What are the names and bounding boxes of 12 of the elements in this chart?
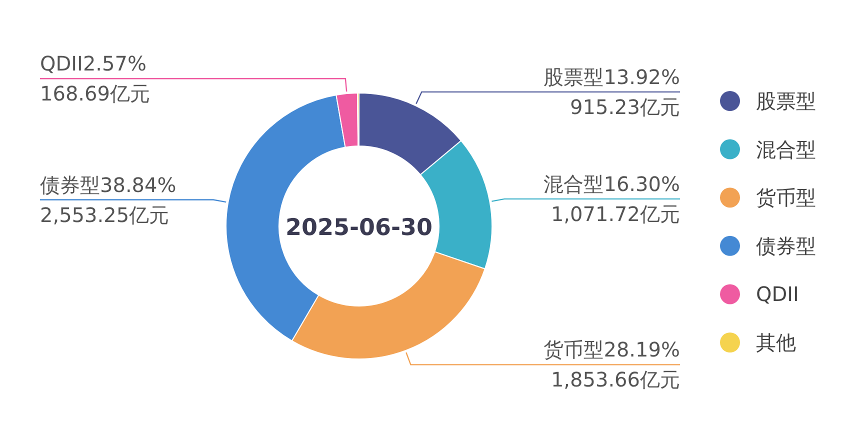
data-label: QDII2.57% 168.69亿元 [40,52,150,106]
legend-label: 货币型 [756,186,816,210]
legend-label: 混合型 [756,137,816,162]
legend-label: 其他 [756,330,796,354]
data-label: 债券型38.84% 2,553.25亿元 [40,172,176,227]
legend-label: 债券型 [756,234,816,258]
data-label: 货币型28.19% 1,853.66亿元 [544,338,680,392]
legend-label: 股票型 [756,89,816,113]
data-label: 混合型16.30% 1,071.72亿元 [544,172,680,226]
data-label: 股票型13.92% 915.23亿元 [544,64,680,119]
text: 2025-06-30 [285,215,433,241]
legend-label: QDII [756,282,799,306]
